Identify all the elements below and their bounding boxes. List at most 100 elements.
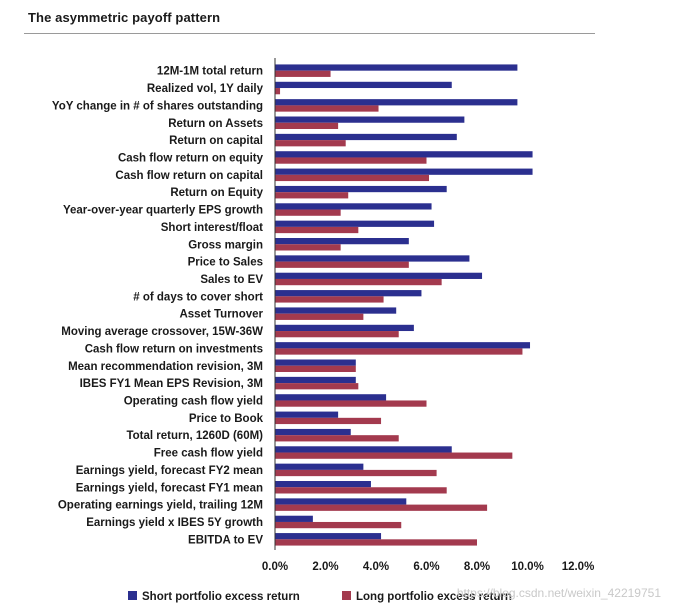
long-return-bar [275,365,356,372]
long-return-bar [275,70,331,77]
long-return-bar [275,278,442,286]
short-return-bar [275,446,452,453]
long-return-bar [275,469,437,477]
short-return-bar [275,203,432,210]
x-axis-ticks: 0.0% 2.0% 4.0% 6.0% 8.0% 10.0% 12.0% [262,561,594,573]
long-return-bar [275,244,341,251]
long-return-bar [275,435,399,442]
short-return-bar [275,359,356,366]
long-return-bar [275,452,513,459]
x-tick-label: 6.0% [413,561,439,573]
x-tick-label: 8.0% [464,561,490,573]
category-label: Realized vol, 1Y daily [147,83,264,95]
x-tick-label: 10.0% [511,561,544,573]
category-label: IBES FY1 Mean EPS Revision, 3M [80,378,263,390]
long-return-bar [275,417,382,425]
short-return-bar [275,411,339,418]
legend-swatch [128,591,137,600]
long-return-bar [275,487,447,494]
short-return-bar [275,64,518,71]
short-return-bar [275,290,422,297]
long-return-bar [275,521,402,529]
long-return-bar [275,539,477,546]
short-return-bar [275,81,452,89]
category-label: Total return, 1260D (60M) [126,430,263,442]
legend-swatch [342,591,351,600]
short-return-bar [275,394,387,401]
long-return-bar [275,296,384,303]
x-tick-label: 4.0% [363,561,389,573]
short-return-bar [275,99,518,106]
long-return-bar [275,192,349,199]
short-return-bar [275,463,364,470]
short-return-bar [275,168,533,175]
short-return-bar [275,133,457,141]
short-return-bar [275,533,382,540]
short-return-bar [275,238,409,245]
category-label: Operating earnings yield, trailing 12M [58,500,263,512]
category-label: Price to Book [189,413,264,425]
long-return-bar [275,383,359,390]
category-label: Moving average crossover, 15W-36W [61,326,263,338]
short-return-bar [275,185,447,193]
category-label: # of days to cover short [133,291,263,303]
long-return-bar [275,226,359,234]
long-return-bar [275,331,399,338]
legend-label: Short portfolio excess return [142,591,300,603]
legend: Short portfolio excess return Long portfo… [128,591,512,603]
category-label: Operating cash flow yield [124,395,263,407]
short-return-bar [275,376,356,384]
category-label: Return on Equity [170,187,263,199]
watermark: https://blog.csdn.net/weixin_42219751 [456,586,661,600]
category-label: YoY change in # of shares outstanding [52,100,263,112]
category-label: Year-over-year quarterly EPS growth [63,205,263,217]
x-tick-label: 12.0% [562,561,595,573]
short-return-bar [275,428,351,436]
category-label: Free cash flow yield [154,448,263,460]
category-label: 12M-1M total return [157,66,263,78]
short-return-bar [275,151,533,158]
long-return-bar [275,122,339,129]
long-return-bar [275,105,379,112]
short-return-bar [275,342,531,349]
short-return-bar [275,515,313,522]
category-label: Cash flow return on equity [118,152,264,164]
x-tick-label: 0.0% [262,561,288,573]
category-label: Price to Sales [188,257,263,269]
long-return-bar [275,348,523,355]
short-return-bar [275,498,407,505]
short-return-bar [275,324,414,332]
long-return-bar [275,261,409,268]
category-label: Earnings yield x IBES 5Y growth [86,517,263,529]
legend-label: Long portfolio excess return [356,591,512,603]
long-return-bar [275,209,341,216]
long-return-bar [275,313,364,320]
category-label: Earnings yield, forecast FY2 mean [76,465,263,477]
long-return-bar [275,400,427,407]
long-return-bar [275,88,281,95]
short-return-bar [275,255,470,262]
category-label: Cash flow return on investments [85,343,263,355]
short-return-bar [275,272,483,279]
long-return-bar [275,140,346,147]
short-return-bar [275,220,435,227]
bars-group [275,64,533,546]
category-labels: 12M-1M total return Realized vol, 1Y dail… [52,66,264,547]
short-return-bar [275,116,465,123]
category-label: Cash flow return on capital [115,170,263,182]
short-return-bar [275,307,397,314]
x-tick-label: 2.0% [312,561,338,573]
short-return-bar [275,481,371,488]
category-label: EBITDA to EV [188,534,263,546]
category-label: Sales to EV [200,274,263,286]
category-label: Mean recommendation revision, 3M [68,361,263,373]
long-return-bar [275,174,430,182]
category-label: Earnings yield, forecast FY1 mean [76,482,263,494]
chart-title: The asymmetric payoff pattern [28,10,221,25]
long-return-bar [275,157,427,164]
category-label: Asset Turnover [179,309,263,321]
category-label: Short interest/float [161,222,263,234]
category-label: Return on Assets [168,118,263,130]
title-divider [24,33,595,34]
